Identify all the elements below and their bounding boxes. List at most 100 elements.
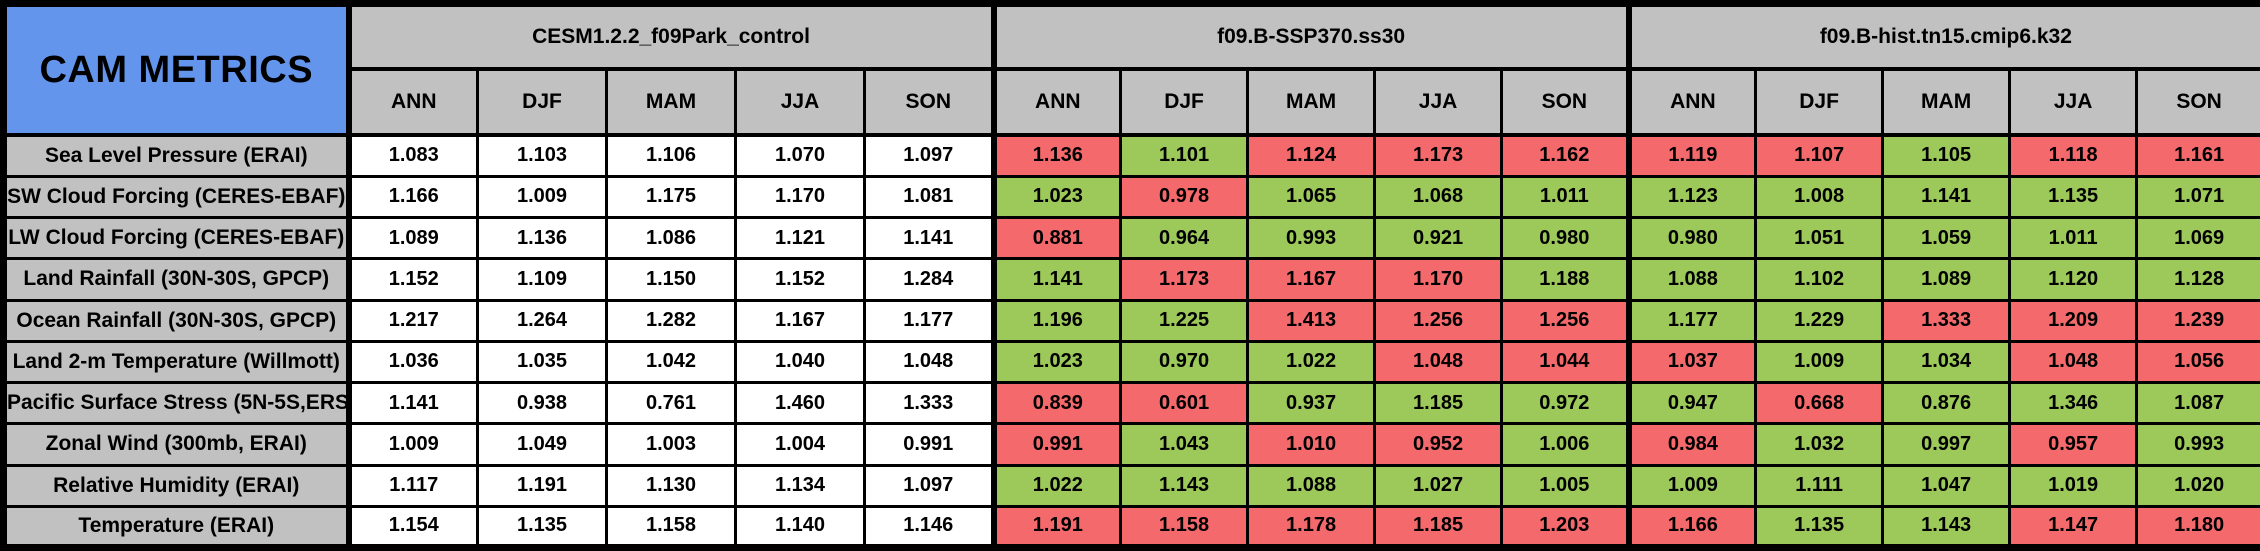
- value-cell: 1.136: [476, 215, 608, 261]
- value-cell: 1.009: [1625, 463, 1758, 508]
- value-cell: 1.089: [1881, 257, 2012, 302]
- metric-label-cell: Sea Level Pressure (ERAI): [2, 133, 352, 178]
- metric-row: Zonal Wind (300mb, ERAI) 1.009 1.049 1.003 1…: [2, 422, 2260, 467]
- metric-row: Temperature (ERAI) 1.154 1.135 1.158 1.140 1.…: [2, 504, 2260, 550]
- value-cell: 1.161: [2135, 133, 2260, 178]
- value-cell: 0.876: [1881, 380, 2012, 426]
- value-cell: 1.177: [862, 298, 996, 343]
- value-cell: 0.991: [862, 422, 996, 467]
- metric-label-cell: Pacific Surface Stress (5N-5S,ERS): [2, 380, 352, 426]
- value-cell: 1.034: [1881, 339, 2012, 385]
- value-cell: 1.097: [862, 133, 996, 178]
- value-cell: 1.188: [1500, 257, 1631, 302]
- value-cell: 1.010: [1246, 422, 1377, 467]
- value-cell: 1.036: [345, 339, 479, 385]
- value-cell: 1.120: [2008, 257, 2139, 302]
- metric-row: Land Rainfall (30N-30S, GPCP) 1.152 1.109 1…: [2, 257, 2260, 302]
- value-cell: 0.993: [1246, 215, 1377, 261]
- value-cell: 1.162: [1500, 133, 1631, 178]
- value-cell: 1.088: [1246, 463, 1377, 508]
- value-cell: 1.185: [1373, 504, 1504, 550]
- season-header-ann: ANN: [1625, 67, 1758, 137]
- value-cell: 1.083: [345, 133, 479, 178]
- value-cell: 0.993: [2135, 422, 2260, 467]
- value-cell: 0.938: [476, 380, 608, 426]
- value-cell: 0.964: [1119, 215, 1250, 261]
- value-cell: 0.957: [2008, 422, 2139, 467]
- value-cell: 1.264: [476, 298, 608, 343]
- value-cell: 1.173: [1373, 133, 1504, 178]
- value-cell: 1.087: [2135, 380, 2260, 426]
- value-cell: 1.284: [862, 257, 996, 302]
- value-cell: 1.141: [862, 215, 996, 261]
- value-cell: 1.081: [862, 174, 996, 220]
- value-cell: 1.022: [990, 463, 1123, 508]
- value-cell: 0.978: [1119, 174, 1250, 220]
- value-cell: 1.143: [1881, 504, 2012, 550]
- table-title: CAM METRICS: [2, 2, 352, 137]
- value-cell: 1.167: [1246, 257, 1377, 302]
- value-cell: 0.980: [1500, 215, 1631, 261]
- value-cell: 1.037: [1625, 339, 1758, 385]
- value-cell: 1.147: [2008, 504, 2139, 550]
- value-cell: 1.103: [476, 133, 608, 178]
- value-cell: 1.040: [734, 339, 866, 385]
- season-header-mam: MAM: [1881, 67, 2012, 137]
- value-cell: 1.209: [2008, 298, 2139, 343]
- value-cell: 1.005: [1500, 463, 1631, 508]
- value-cell: 1.178: [1246, 504, 1377, 550]
- value-cell: 1.170: [734, 174, 866, 220]
- value-cell: 1.035: [476, 339, 608, 385]
- metric-label-cell: Temperature (ERAI): [2, 504, 352, 550]
- value-cell: 0.972: [1500, 380, 1631, 426]
- value-cell: 0.881: [990, 215, 1123, 261]
- value-cell: 1.023: [990, 339, 1123, 385]
- value-cell: 1.047: [1881, 463, 2012, 508]
- value-cell: 1.011: [2008, 215, 2139, 261]
- value-cell: 1.140: [734, 504, 866, 550]
- value-cell: 1.135: [476, 504, 608, 550]
- value-cell: 1.143: [1119, 463, 1250, 508]
- value-cell: 1.256: [1500, 298, 1631, 343]
- metric-label-cell: Land 2-m Temperature (Willmott): [2, 339, 352, 385]
- value-cell: 0.668: [1754, 380, 1885, 426]
- season-header-mam: MAM: [605, 67, 737, 137]
- value-cell: 1.059: [1881, 215, 2012, 261]
- value-cell: 1.170: [1373, 257, 1504, 302]
- value-cell: 1.006: [1500, 422, 1631, 467]
- value-cell: 1.135: [2008, 174, 2139, 220]
- value-cell: 0.937: [1246, 380, 1377, 426]
- value-cell: 1.022: [1246, 339, 1377, 385]
- value-cell: 1.032: [1754, 422, 1885, 467]
- value-cell: 0.601: [1119, 380, 1250, 426]
- value-cell: 1.154: [345, 504, 479, 550]
- value-cell: 1.071: [2135, 174, 2260, 220]
- value-cell: 1.089: [345, 215, 479, 261]
- metric-label-cell: LW Cloud Forcing (CERES-EBAF): [2, 215, 352, 261]
- value-cell: 1.048: [2008, 339, 2139, 385]
- model-group-header-control: CESM1.2.2_f09Park_control: [346, 2, 996, 71]
- metric-row: Sea Level Pressure (ERAI) 1.083 1.103 1.106…: [2, 133, 2260, 178]
- metric-label-cell: Zonal Wind (300mb, ERAI): [2, 422, 352, 467]
- value-cell: 1.102: [1754, 257, 1885, 302]
- value-cell: 1.106: [605, 133, 737, 178]
- value-cell: 1.009: [476, 174, 608, 220]
- value-cell: 0.921: [1373, 215, 1504, 261]
- value-cell: 1.141: [345, 380, 479, 426]
- metric-row: LW Cloud Forcing (CERES-EBAF) 1.089 1.136 1…: [2, 215, 2260, 261]
- value-cell: 1.123: [1625, 174, 1758, 220]
- value-cell: 1.346: [2008, 380, 2139, 426]
- season-header-row: ANN DJF MAM JJA SON ANN DJF MAM JJA SON ANN DJF MAM J…: [4, 67, 2260, 137]
- value-cell: 1.146: [862, 504, 996, 550]
- value-cell: 1.158: [605, 504, 737, 550]
- value-cell: 1.413: [1246, 298, 1377, 343]
- value-cell: 1.217: [345, 298, 479, 343]
- metric-row: Ocean Rainfall (30N-30S, GPCP) 1.217 1.264…: [2, 298, 2260, 343]
- value-cell: 0.952: [1373, 422, 1504, 467]
- value-cell: 1.019: [2008, 463, 2139, 508]
- value-cell: 0.970: [1119, 339, 1250, 385]
- value-cell: 1.196: [990, 298, 1123, 343]
- value-cell: 1.043: [1119, 422, 1250, 467]
